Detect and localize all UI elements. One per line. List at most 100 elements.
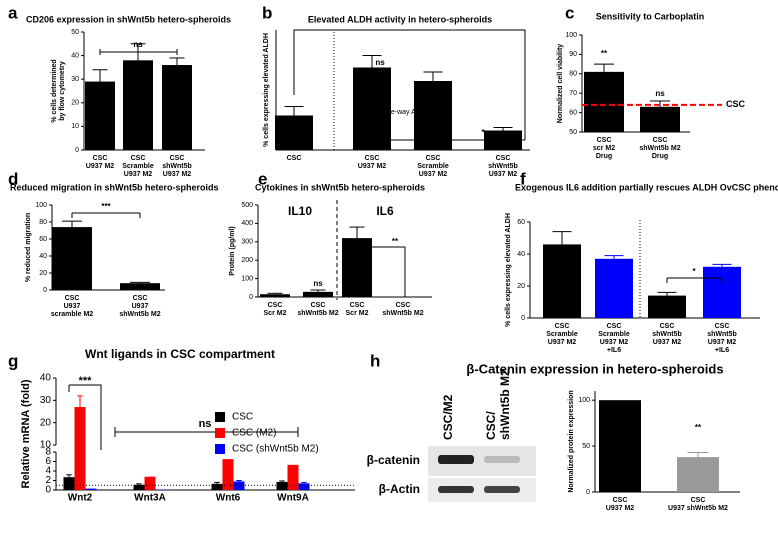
y-tick-label: 400: [241, 220, 253, 227]
blot-band: [438, 455, 474, 464]
y-axis-label: Normalized protein expression: [568, 390, 575, 492]
bar: [342, 238, 372, 297]
error-bar: [349, 226, 365, 239]
error-bar: [284, 106, 304, 116]
y-tick-label: 100: [35, 202, 47, 209]
y-axis-label: Protein (pg/ml): [229, 226, 236, 275]
annotation: **: [601, 49, 608, 58]
y-tick-label: 6: [45, 456, 51, 467]
panel-letter: e: [258, 169, 267, 188]
error-bar: [136, 483, 142, 485]
blot-band: [484, 486, 520, 493]
legend-label: CSC (shWnt5b M2): [232, 444, 319, 455]
x-tick-label: CSC shWnt5b U937 M2: [488, 155, 518, 178]
y-tick-label: 0: [45, 485, 51, 496]
y-axis-label: % cells expressing elevated ALDH: [263, 33, 270, 147]
x-tick-label: CSC U937 M2: [358, 155, 387, 170]
panel-letter: h: [370, 351, 380, 370]
y-axis-label: % cells expressing elevated ALDH: [505, 213, 512, 327]
y-tick-label: 80: [39, 219, 47, 226]
y-tick-label: 100: [565, 32, 577, 39]
x-tick-label: CSC Scr M2: [346, 302, 369, 317]
error-bar: [310, 289, 326, 292]
x-tick-label: CSC U937 shWnt5b M2: [668, 497, 728, 512]
x-tick-label: CSC shWnt5b M2 Drug: [639, 137, 680, 160]
error-bar: [552, 231, 572, 245]
error-bar: [493, 127, 513, 131]
y-axis-label: % cells determinedby flow cytometry: [51, 59, 66, 122]
legend-swatch: [215, 412, 225, 422]
y-tick-label: 0: [43, 287, 47, 294]
legend-swatch: [215, 444, 225, 454]
error-bar: [236, 480, 242, 482]
x-tick-label: CSC scr M2 Drug: [593, 137, 615, 160]
y-tick-label: 0: [75, 147, 79, 154]
bar: [133, 484, 145, 490]
bar: [287, 464, 299, 490]
bar: [640, 106, 680, 132]
annotation: *p<0.05, one-way ANOVA: [355, 109, 436, 116]
x-tick-label: CSC shWnt5b M2: [382, 302, 423, 317]
significance-bracket: [293, 29, 526, 140]
error-bar: [77, 395, 83, 408]
error-bar: [712, 263, 732, 267]
error-bar: [169, 57, 185, 66]
bar: [123, 60, 153, 150]
bar: [85, 81, 115, 150]
x-tick-label: Wnt9A: [277, 493, 309, 504]
y-tick-label: 60: [39, 236, 47, 243]
bar: [595, 258, 633, 318]
y-tick-label: 70: [569, 90, 577, 97]
blot-lane-label: CSC/M2: [441, 394, 455, 440]
x-tick-label: CSC Scramble U937 M2: [546, 323, 578, 346]
blot-row-label: β-Actin: [379, 482, 420, 496]
bar: [52, 227, 92, 290]
y-tick-label: 10: [71, 123, 79, 130]
bar: [211, 483, 223, 490]
y-tick-label: 4: [45, 466, 51, 477]
y-axis-label: Relative mRNA (fold): [20, 379, 32, 488]
panel-letter: a: [8, 3, 18, 22]
bar: [162, 65, 192, 150]
legend-swatch: [215, 428, 225, 438]
panel-letter: b: [262, 3, 272, 22]
annotation: **: [392, 237, 399, 246]
y-tick-label: 0: [521, 315, 525, 322]
group-label: IL10: [288, 204, 312, 218]
annotation: ns: [375, 58, 385, 67]
y-tick-label: 20: [39, 270, 47, 277]
bar: [120, 283, 160, 290]
bar: [543, 244, 581, 318]
error-bar: [362, 55, 382, 68]
error-bar: [594, 63, 614, 72]
bar: [74, 407, 86, 490]
x-tick-label: CSC U937 shWnt5b M2: [119, 295, 160, 318]
y-tick-label: 80: [569, 71, 577, 78]
y-tick-label: 500: [241, 202, 253, 209]
error-bar: [423, 71, 443, 81]
bar: [677, 457, 719, 492]
y-tick-label: 200: [241, 257, 253, 264]
bar: [298, 483, 310, 490]
annotation: ***: [79, 375, 93, 387]
western-blot: [428, 446, 536, 502]
x-tick-label: CSC U937 M2: [606, 497, 635, 512]
group-label: IL6: [376, 204, 394, 218]
annotation: ns: [655, 89, 665, 98]
y-tick-label: 0: [249, 294, 253, 301]
blot-lane-label: CSC/shWnt5b M2: [484, 369, 512, 440]
x-tick-label: CSC Scramble U937 M2: [122, 155, 154, 178]
y-tick-label: 50: [569, 129, 577, 136]
bar: [144, 476, 156, 490]
annotation: ***: [101, 202, 111, 211]
x-tick-label: CSC shWnt5b U937 M2: [652, 323, 682, 346]
error-bar: [214, 481, 220, 484]
x-tick-label: CSC shWnt5b U937 M2: [162, 155, 192, 178]
bar: [353, 67, 391, 150]
bar: [599, 400, 641, 492]
bar: [303, 291, 333, 297]
x-tick-label: CSC shWnt5b M2: [297, 302, 338, 317]
panel-letter: f: [520, 169, 526, 188]
y-tick-label: 60: [517, 219, 525, 226]
x-tick-label: CSC Scr M2: [264, 302, 287, 317]
